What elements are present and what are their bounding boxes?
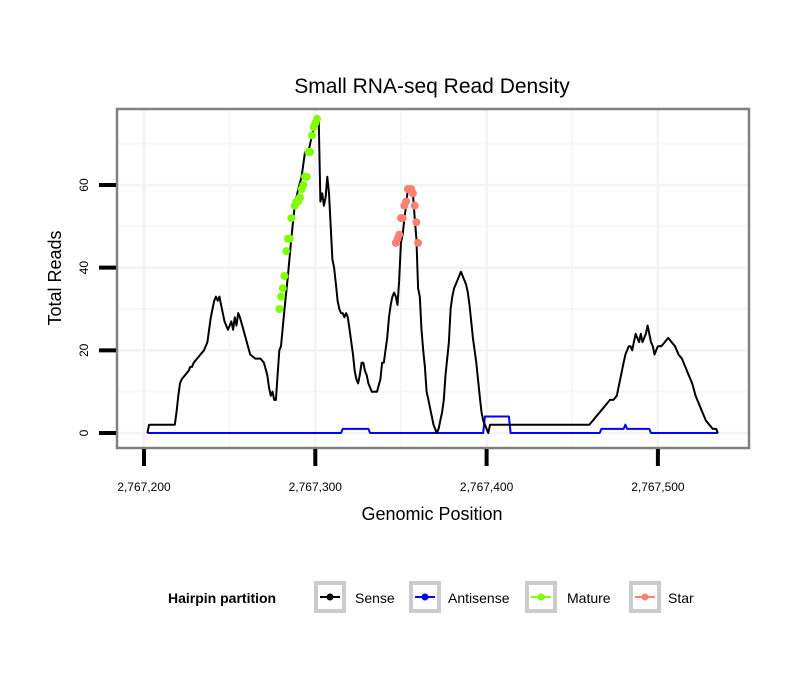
data-point-mature [280, 271, 289, 280]
data-point-mature [307, 131, 316, 140]
data-point-mature [313, 114, 322, 123]
data-point-star [410, 201, 419, 210]
x-tick-label: 2,767,400 [460, 480, 514, 494]
legend-label: Star [668, 590, 694, 606]
legend-item-star: Star [629, 581, 694, 613]
series-line-antisense [147, 415, 718, 434]
data-point-star [412, 218, 421, 227]
data-point-mature [295, 193, 304, 202]
legend-label: Mature [567, 590, 611, 606]
plot-panel-border [115, 107, 751, 450]
series-sense [146, 117, 719, 434]
series-line-sense [146, 117, 719, 434]
legend-item-antisense: Antisense [409, 581, 510, 613]
data-point-star [395, 230, 404, 239]
legend-title: Hairpin partition [168, 590, 276, 606]
legend-key-point [326, 593, 334, 601]
data-point-star [402, 197, 411, 206]
legend-label: Antisense [448, 590, 510, 606]
series-star [391, 185, 423, 247]
y-tick-label: 40 [77, 261, 91, 275]
series-antisense [147, 415, 718, 434]
legend-key-point [537, 593, 545, 601]
legend: Hairpin partition Sense Antisense Mature St… [168, 581, 694, 613]
data-point-mature [306, 147, 315, 156]
data-point-mature [277, 292, 286, 301]
data-point-mature [287, 214, 296, 223]
x-axis-title: Genomic Position [361, 504, 502, 524]
series-layer [146, 114, 719, 434]
legend-key-point [421, 593, 429, 601]
chart-title: Small RNA-seq Read Density [294, 75, 570, 98]
x-tick-label: 2,767,500 [631, 480, 685, 494]
data-point-star [408, 189, 417, 198]
y-tick-label: 60 [77, 178, 91, 192]
y-tick-label: 20 [77, 343, 91, 357]
y-axis-title: Total Reads [45, 230, 65, 325]
legend-item-mature: Mature [525, 581, 611, 613]
x-axis: 2,767,200 2,767,300 2,767,400 2,767,500 [117, 449, 685, 494]
series-mature [275, 114, 322, 314]
data-point-mature [282, 247, 291, 256]
y-axis: 0 20 40 60 [77, 178, 116, 436]
data-point-mature [275, 305, 284, 314]
x-tick-label: 2,767,200 [117, 480, 171, 494]
data-point-mature [278, 284, 287, 293]
legend-key-point [641, 593, 649, 601]
data-point-star [398, 214, 407, 223]
legend-item-sense: Sense [314, 581, 395, 613]
data-point-star [414, 238, 423, 247]
x-tick-label: 2,767,300 [289, 480, 343, 494]
y-tick-label: 0 [77, 429, 91, 436]
legend-label: Sense [355, 590, 395, 606]
data-point-mature [299, 181, 308, 190]
data-point-mature [285, 234, 294, 243]
data-point-mature [302, 172, 311, 181]
